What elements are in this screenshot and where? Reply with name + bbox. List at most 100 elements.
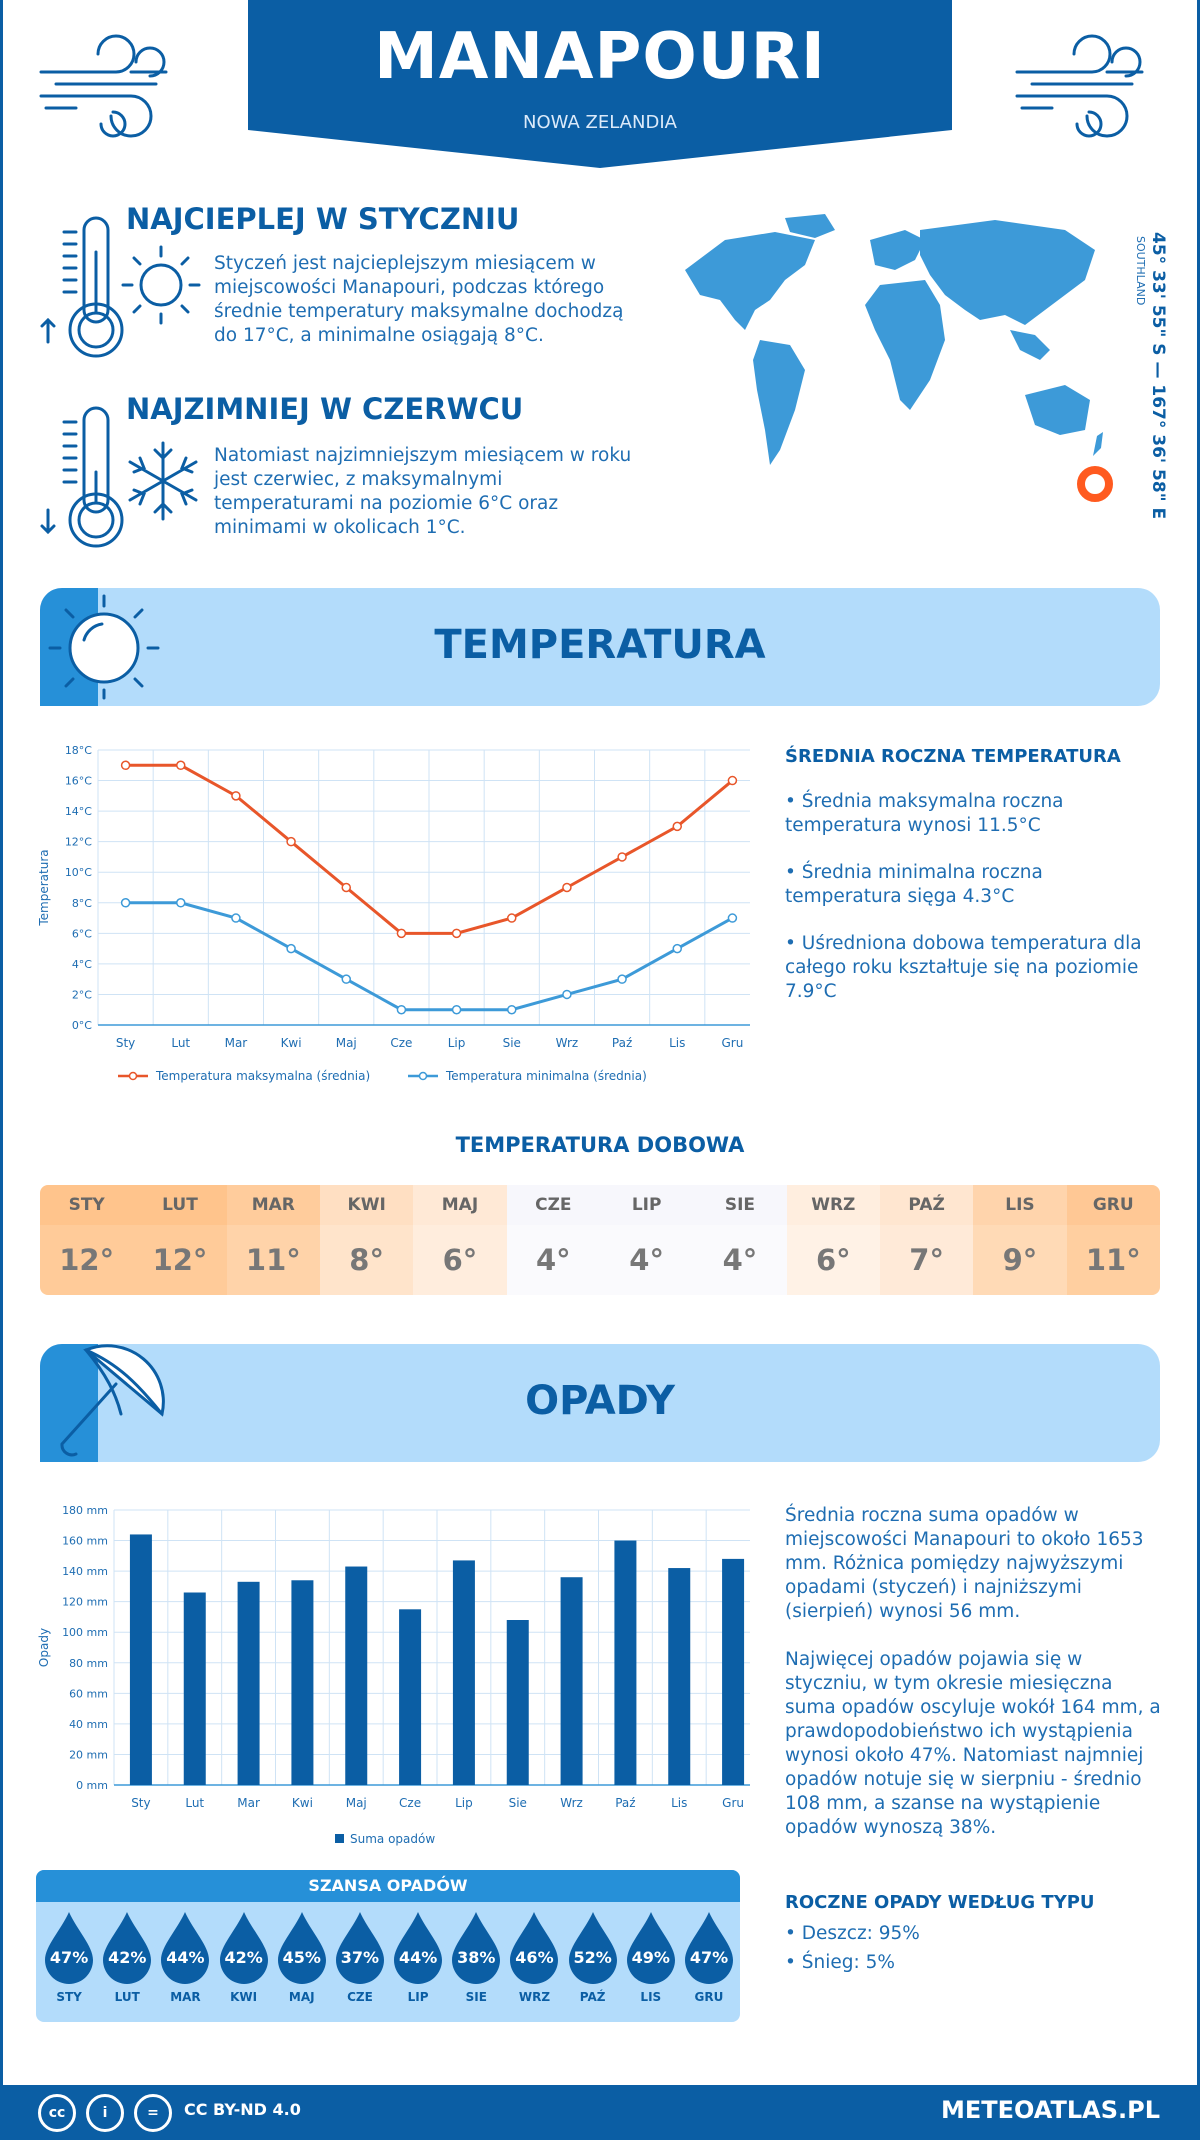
x-tick-label: Maj [346,1796,367,1810]
temperature-banner [40,588,1160,706]
rain-chance-panel: SZANSA OPADÓW 47% STY 42% LUT 44% MAR 42% KWI 45… [36,1870,740,2022]
daily-month-label: MAJ [413,1185,507,1225]
rain-chance-month: MAJ [288,1990,315,2004]
daily-temperature-value: 12° [133,1225,227,1295]
y-tick-label: 0 mm [76,1779,108,1792]
daily-cell: MAR 11° [226,1185,320,1295]
precipitation-bar [183,1592,206,1785]
series-line [125,901,734,1012]
x-tick-label: Mar [237,1796,260,1810]
raindrop-icon: 44% [392,1910,444,1984]
daily-cell: LIS 9° [973,1185,1067,1295]
daily-month-label: LIS [973,1185,1067,1225]
page-subtitle: NOWA ZELANDIA [523,112,677,133]
raindrop-icon: 37% [334,1910,386,1984]
brand-link[interactable]: METEOATLAS.PL [940,2096,1160,2124]
rain-chance-value: 45% [282,1948,321,1967]
cc-icon: cc [38,2094,76,2132]
thermometer-hot-icon [40,216,124,358]
data-point [341,882,351,893]
daily-month-label: PAŹ [879,1185,974,1225]
annual-max-text: • Średnia maksymalna roczna temperatura … [785,791,1064,836]
y-tick-label: 0°C [72,1019,92,1032]
rain-chance-item: 44% MAR [156,1910,214,2004]
page-title: MANAPOURI [374,20,826,94]
precipitation-bar [722,1558,745,1785]
rain-chance-item: 37% CZE [331,1910,389,2004]
data-point [176,760,186,771]
data-point [120,898,131,908]
precipitation-bar [452,1560,475,1785]
rain-chance-item: 47% GRU [680,1910,738,2004]
rain-chance-title: SZANSA OPADÓW [36,1870,740,1902]
daily-cell: LIP 4° [599,1185,694,1295]
data-point [120,760,131,771]
raindrop-icon: 47% [43,1910,95,1984]
x-tick-label: Lip [455,1796,473,1810]
x-tick-label: Paź [615,1796,635,1810]
rain-chance-drops: 47% STY 42% LUT 44% MAR 42% KWI 45% MAJ 37% CZE 44% L… [36,1902,740,2004]
coordinates: 45° 33' 55" S — 167° 36' 58" E [1148,232,1168,520]
precipitation-title: OPADY [525,1378,675,1424]
y-axis-label: Temperatura [37,849,51,926]
data-point [617,974,627,984]
legend-label: Temperatura maksymalna (średnia) [155,1069,370,1083]
precipitation-bar [506,1620,529,1785]
raindrop-icon: 47% [683,1910,735,1984]
data-point [231,913,241,923]
y-tick-label: 4°C [72,958,92,971]
daily-month-label: MAR [226,1185,320,1225]
x-tick-label: Cze [399,1796,421,1810]
daily-cell: PAŹ 7° [879,1185,974,1295]
x-tick-label: Lis [671,1796,687,1810]
raindrop-icon: 42% [218,1910,270,1984]
y-tick-label: 8°C [72,897,92,910]
x-tick-label: Maj [336,1036,357,1050]
daily-temperature-value: 4° [506,1225,600,1295]
x-tick-label: Mar [225,1036,248,1050]
precipitation-banner [40,1344,1160,1462]
rain-chance-month: SIE [465,1990,487,2004]
y-tick-label: 2°C [72,988,92,1001]
daily-temperature-value: 9° [973,1225,1067,1295]
header-band [248,0,952,130]
y-tick-label: 100 mm [62,1626,108,1639]
legend-marker [418,1071,428,1081]
x-tick-label: Lut [171,1036,190,1050]
daily-month-label: LUT [133,1185,227,1225]
rain-chance-item: 42% KWI [215,1910,273,2004]
y-tick-label: 14°C [65,805,92,818]
y-tick-label: 160 mm [62,1535,108,1548]
data-point [727,775,738,786]
rain-chance-value: 47% [49,1948,89,1967]
rain-chance-value: 47% [689,1948,729,1967]
x-tick-label: Kwi [292,1796,313,1810]
region-label: SOUTHLAND [1134,236,1147,306]
daily-temperature-value: 11° [226,1225,320,1295]
daily-cell: WRZ 6° [786,1185,880,1295]
precipitation-bar [237,1581,260,1785]
data-point [286,836,296,847]
no-derivatives-icon: = [134,2094,172,2132]
daily-temperature-value: 7° [879,1225,974,1295]
wind-icon [39,34,168,138]
rain-chance-month: CZE [347,1990,373,2004]
license-label[interactable]: CC BY-ND 4.0 [184,2100,301,2119]
coldest-month-text: Natomiast najzimniejszym miesiącem w rok… [214,445,632,538]
x-tick-label: Lut [185,1796,204,1810]
daily-month-label: STY [40,1185,134,1225]
data-point [617,852,627,862]
precipitation-bar [399,1609,422,1785]
data-point [176,898,186,908]
precipitation-bar [560,1577,583,1785]
precipitation-bar [129,1534,152,1785]
data-point [672,821,682,832]
daily-temperature-value: 6° [413,1225,507,1295]
x-tick-label: Gru [722,1796,744,1810]
rain-chance-month: LIS [640,1990,662,2004]
thermometer-cold-icon [40,406,124,548]
data-point [507,913,517,923]
daily-temperature-value: 8° [319,1225,414,1295]
raindrop-icon: 44% [159,1910,211,1984]
